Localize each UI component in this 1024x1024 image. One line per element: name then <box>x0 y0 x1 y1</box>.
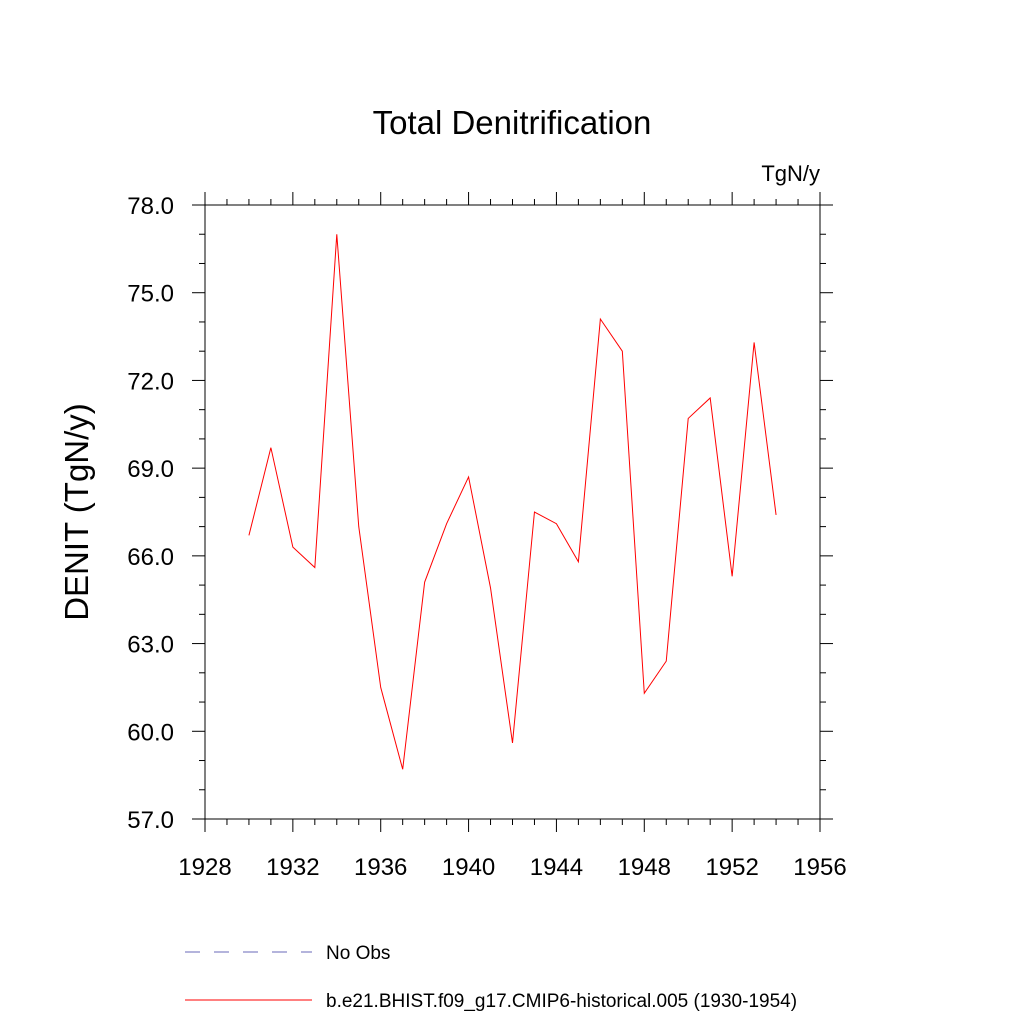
x-tick-label: 1944 <box>530 854 583 881</box>
x-tick-label: 1948 <box>618 854 671 881</box>
x-tick-label: 1928 <box>178 854 231 881</box>
x-tick-label: 1936 <box>354 854 407 881</box>
x-tick-label: 1956 <box>793 854 846 881</box>
units-label: TgN/y <box>761 161 820 186</box>
y-tick-label: 72.0 <box>127 368 174 395</box>
y-tick-label: 69.0 <box>127 456 174 483</box>
series-line <box>248 234 777 770</box>
y-tick-labels: 57.0 60.0 63.0 66.0 69.0 72.0 75.0 78.0 <box>127 193 174 834</box>
y-tick-label: 78.0 <box>127 193 174 220</box>
x-tick-labels: 1928 1932 1936 1940 1944 1948 1952 1956 <box>178 854 846 881</box>
legend-label: No Obs <box>326 943 390 964</box>
y-tick-label: 66.0 <box>127 544 174 571</box>
plot-frame <box>204 204 821 820</box>
x-tick-label: 1952 <box>705 854 758 881</box>
y-tick-label: 75.0 <box>127 281 174 308</box>
series-lines <box>248 234 777 770</box>
legend: No Obs b.e21.BHIST.f09_g17.CMIP6-historic… <box>185 943 797 1012</box>
chart-title: Total Denitrification <box>373 104 652 141</box>
y-axis-label: DENIT (TgN/y) <box>58 403 95 621</box>
x-tick-label: 1940 <box>442 854 495 881</box>
y-tick-label: 57.0 <box>127 807 174 834</box>
y-tick-label: 63.0 <box>127 632 174 659</box>
legend-label: b.e21.BHIST.f09_g17.CMIP6-historical.005… <box>326 991 797 1012</box>
y-tick-label: 60.0 <box>127 719 174 746</box>
axis-ticks <box>192 192 833 832</box>
x-tick-label: 1932 <box>266 854 319 881</box>
